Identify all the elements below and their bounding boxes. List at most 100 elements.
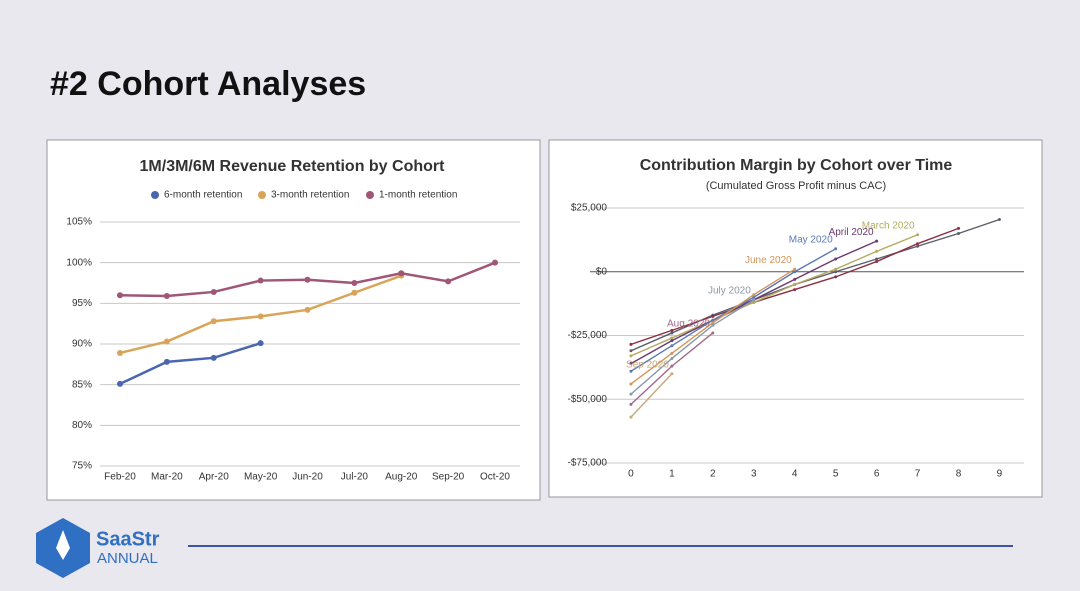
- data-point: [875, 249, 879, 253]
- x-tick-label: 4: [792, 469, 798, 480]
- chart-panel: [548, 139, 1043, 498]
- logo-subtext: ANNUAL: [97, 550, 158, 567]
- slide-title: #2 Cohort Analyses: [50, 65, 366, 103]
- x-tick-label: 8: [956, 469, 962, 480]
- data-point: [163, 338, 170, 345]
- data-point: [793, 288, 797, 292]
- legend-label: 3-month retention: [271, 190, 349, 201]
- x-tick-label: 0: [628, 469, 634, 480]
- data-point: [257, 313, 264, 320]
- data-point: [117, 292, 123, 299]
- data-point: [670, 372, 674, 376]
- data-point: [670, 336, 674, 340]
- data-point: [670, 344, 674, 348]
- x-tick-label: Jul-20: [341, 472, 369, 483]
- data-point: [752, 293, 756, 297]
- data-point: [629, 369, 633, 373]
- y-tick-label: -$25,000: [568, 330, 608, 341]
- y-tick-label: 80%: [72, 420, 92, 431]
- y-tick-label: $0: [596, 266, 608, 277]
- data-point: [834, 257, 838, 261]
- data-point: [670, 328, 674, 332]
- series-line: [630, 299, 755, 395]
- data-point: [351, 289, 358, 296]
- data-point: [210, 288, 217, 295]
- series-label: July 2020: [708, 285, 751, 296]
- data-point: [629, 362, 633, 366]
- x-tick-label: Apr-20: [199, 472, 229, 483]
- data-point: [210, 354, 217, 361]
- chart-subtitle: (Cumulated Gross Profit minus CAC): [706, 180, 886, 192]
- data-point: [629, 354, 633, 358]
- series-line: [630, 234, 918, 357]
- data-point: [398, 270, 405, 277]
- x-tick-label: 6: [874, 469, 880, 480]
- x-tick-label: 5: [833, 469, 839, 480]
- x-tick-label: Feb-20: [104, 472, 136, 483]
- legend-marker: [366, 191, 374, 199]
- data-point: [834, 275, 838, 279]
- chart-title: Contribution Margin by Cohort over Time: [640, 157, 953, 174]
- data-point: [629, 349, 633, 353]
- data-point: [117, 349, 123, 356]
- data-point: [629, 342, 633, 346]
- data-point: [257, 340, 264, 347]
- y-tick-label: 105%: [66, 217, 92, 228]
- data-point: [834, 267, 838, 271]
- x-tick-label: Aug-20: [385, 472, 418, 483]
- data-point: [956, 232, 960, 235]
- y-tick-label: -$75,000: [568, 458, 608, 469]
- legend-marker: [151, 191, 159, 199]
- x-tick-label: Oct-20: [480, 472, 510, 483]
- data-point: [257, 277, 264, 284]
- data-point: [210, 318, 217, 325]
- data-point: [629, 392, 633, 396]
- data-point: [752, 298, 756, 302]
- series-label: April 2020: [829, 227, 874, 238]
- data-point: [752, 295, 756, 299]
- y-tick-label: 75%: [72, 461, 92, 472]
- x-tick-label: 1: [669, 469, 675, 480]
- y-tick-label: 85%: [72, 379, 92, 390]
- x-tick-label: 9: [997, 469, 1003, 480]
- data-point: [793, 283, 797, 286]
- data-point: [834, 270, 838, 274]
- data-point: [670, 339, 674, 343]
- x-tick-label: 7: [915, 469, 921, 480]
- data-point: [916, 242, 920, 246]
- x-tick-label: Jun-20: [292, 472, 323, 483]
- data-point: [711, 321, 715, 325]
- data-point: [163, 358, 170, 365]
- x-tick-label: Mar-20: [151, 472, 183, 483]
- x-tick-label: Sep-20: [432, 472, 465, 483]
- data-point: [916, 244, 920, 248]
- data-point: [492, 259, 498, 266]
- data-point: [793, 270, 797, 274]
- data-point: [997, 217, 1001, 221]
- series-label: June 2020: [745, 255, 792, 266]
- data-point: [711, 314, 715, 318]
- logo-text: SaaStr: [96, 528, 160, 550]
- data-point: [670, 364, 674, 368]
- data-point: [834, 247, 838, 251]
- data-point: [670, 351, 674, 355]
- chart-title: 1M/3M/6M Revenue Retention by Cohort: [140, 158, 446, 175]
- legend-marker: [258, 191, 266, 199]
- data-point: [711, 318, 715, 322]
- data-point: [875, 260, 879, 264]
- legend-label: 6-month retention: [164, 190, 242, 201]
- data-point: [304, 306, 311, 313]
- data-point: [752, 300, 756, 304]
- legend-label: 1-month retention: [379, 190, 457, 201]
- series-label: May 2020: [789, 234, 833, 245]
- y-tick-label: 95%: [72, 298, 92, 309]
- data-point: [304, 276, 311, 283]
- data-point: [875, 239, 879, 243]
- data-point: [351, 280, 358, 286]
- series-label: Aug 2020: [667, 319, 710, 330]
- data-point: [163, 293, 170, 300]
- data-point: [875, 257, 879, 261]
- x-tick-label: May-20: [244, 472, 278, 483]
